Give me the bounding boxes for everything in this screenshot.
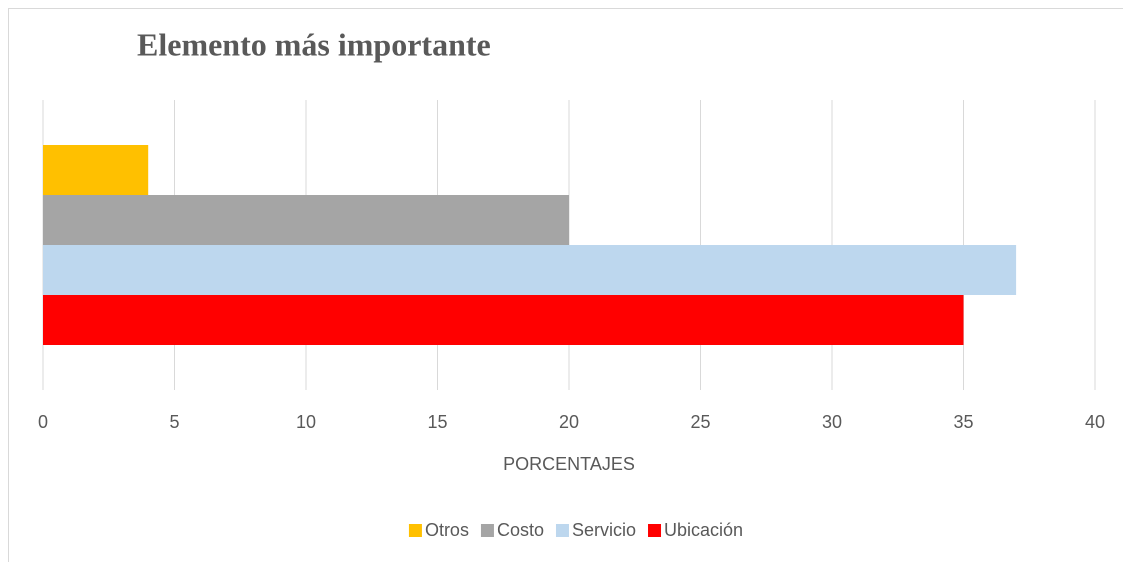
- bar: [43, 145, 149, 195]
- x-tick-label: 20: [559, 412, 579, 432]
- x-tick-label: 10: [296, 412, 316, 432]
- x-tick-label: 30: [822, 412, 842, 432]
- legend-swatch: [648, 524, 662, 537]
- x-tick-label: 35: [953, 412, 973, 432]
- legend-swatch: [408, 524, 422, 537]
- x-tick-label: 15: [427, 412, 447, 432]
- chart-title: Elemento más importante: [137, 26, 491, 62]
- x-tick-label: 0: [38, 412, 48, 432]
- x-tick-label: 5: [169, 412, 179, 432]
- legend-swatch: [480, 524, 494, 537]
- legend-label: Servicio: [572, 520, 636, 540]
- legend-label: Costo: [497, 520, 544, 540]
- bar: [43, 195, 569, 245]
- bar: [43, 295, 964, 345]
- x-tick-label: 25: [690, 412, 710, 432]
- x-tick-label: 40: [1085, 412, 1105, 432]
- legend-swatch: [555, 524, 569, 537]
- bar: [43, 245, 1017, 295]
- legend-label: Otros: [425, 520, 469, 540]
- x-axis-label: PORCENTAJES: [503, 454, 635, 474]
- legend-label: Ubicación: [664, 520, 743, 540]
